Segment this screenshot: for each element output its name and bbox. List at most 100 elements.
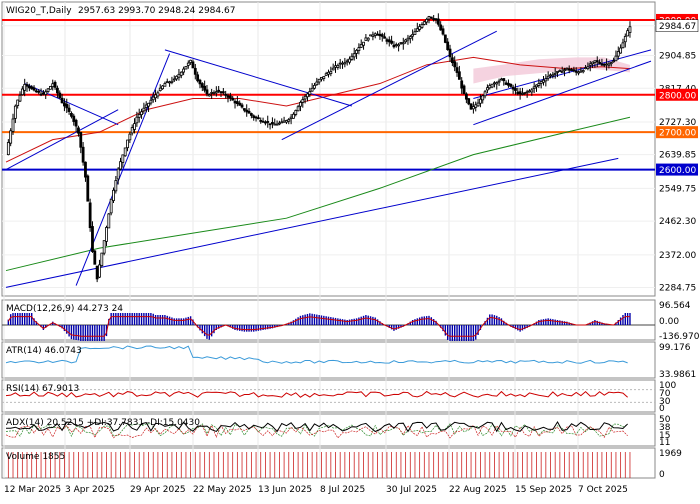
candle-body <box>614 55 618 62</box>
candle-body <box>210 92 214 94</box>
candle-body <box>231 97 235 101</box>
candle-body <box>86 175 90 202</box>
candle-body <box>46 88 50 92</box>
candle-body <box>380 34 384 37</box>
candle-body <box>376 33 379 36</box>
candle-body <box>574 70 578 73</box>
candle-body <box>397 44 401 47</box>
ohlc-label: 2957.63 2993.70 2948.24 2984.67 <box>78 6 235 16</box>
candle-body <box>39 93 43 96</box>
candle-body <box>518 91 522 95</box>
candle-body <box>91 226 94 252</box>
candle-body <box>168 81 171 84</box>
candle-body <box>144 104 148 108</box>
candle-body <box>226 95 230 98</box>
candle-body <box>404 39 408 43</box>
y-tick-label: 2639.85 <box>659 151 696 161</box>
candle-body <box>338 62 342 65</box>
candle-body <box>446 41 450 51</box>
subpanel-tick-label: 0 <box>659 470 665 480</box>
candle-body <box>102 240 106 254</box>
candle-body <box>308 91 312 95</box>
x-tick-label: 22 May 2025 <box>193 485 252 495</box>
candle-body <box>600 63 604 66</box>
candle-body <box>441 28 445 35</box>
candle-body <box>27 85 31 89</box>
subpanel-tick-label: 1969 <box>659 449 682 459</box>
candle-body <box>556 71 559 73</box>
symbol-label: WIG20_T,Daily <box>6 6 72 16</box>
subpanel-tick-label: 96.564 <box>659 301 691 311</box>
candle-body <box>406 37 410 41</box>
candle-body <box>530 89 534 93</box>
candle-body <box>493 82 496 85</box>
subpanel-tick-label: 0 <box>659 404 665 414</box>
level-label: 2800.00 <box>659 91 696 101</box>
candle-body <box>34 90 38 93</box>
candle-body <box>532 86 536 89</box>
candle-body <box>457 71 461 80</box>
subpanel-tick-label: 15 <box>659 431 670 441</box>
candle-body <box>553 72 557 75</box>
x-tick-label: 12 Mar 2025 <box>4 485 61 495</box>
candle-body <box>579 70 583 73</box>
candle-body <box>182 68 186 73</box>
candle-body <box>616 51 620 57</box>
candle-body <box>285 120 288 123</box>
candle-body <box>364 37 368 41</box>
candle-body <box>119 161 122 170</box>
candle-body <box>193 67 197 75</box>
candle-body <box>369 34 372 37</box>
candle-body <box>544 78 548 82</box>
candle-body <box>504 82 508 85</box>
trend-line <box>473 60 652 126</box>
candle-body <box>528 90 531 93</box>
candle-body <box>455 67 459 73</box>
candle-body <box>413 31 417 35</box>
candle-body <box>235 101 239 105</box>
candle-body <box>523 91 527 94</box>
candle-body <box>401 42 405 45</box>
candle-body <box>186 62 190 66</box>
y-tick-label: 2549.75 <box>659 184 696 194</box>
candle-body <box>44 91 48 95</box>
x-tick-label: 30 Jul 2025 <box>386 485 437 495</box>
candle-body <box>366 37 370 41</box>
candle-body <box>525 91 529 94</box>
candle-body <box>584 67 587 70</box>
y-tick-label: 2284.75 <box>659 283 696 293</box>
candle-body <box>60 97 64 104</box>
x-tick-label: 8 Jul 2025 <box>320 485 365 495</box>
candle-body <box>20 88 24 96</box>
adx-minus-di-line <box>5 424 628 439</box>
candle-body <box>345 60 349 63</box>
candle-body <box>212 92 216 94</box>
candle-body <box>23 84 27 91</box>
candle-body <box>387 39 391 43</box>
subpanel-tick-label: 38 <box>659 423 671 433</box>
candle-body <box>425 18 429 23</box>
candle-body <box>497 80 501 83</box>
candle-body <box>107 213 111 229</box>
candle-body <box>184 66 188 70</box>
trend-line <box>24 83 119 126</box>
candle-body <box>198 79 202 85</box>
candle-body <box>621 42 625 49</box>
candle-body <box>16 99 20 106</box>
candle-body <box>341 62 344 65</box>
candle-body <box>30 86 34 90</box>
candle-body <box>9 130 13 144</box>
candle-body <box>25 84 29 87</box>
rsi-line <box>5 390 628 398</box>
level-label: 2600.00 <box>659 166 696 176</box>
candle-body <box>399 42 403 44</box>
candle-body <box>275 123 279 126</box>
candle-body <box>560 71 564 74</box>
candle-body <box>259 120 263 122</box>
candle-body <box>439 24 443 31</box>
subpanel-tick-label: 100 <box>659 381 676 391</box>
level-box <box>656 126 698 139</box>
candle-body <box>170 80 174 83</box>
candle-body <box>254 116 258 119</box>
